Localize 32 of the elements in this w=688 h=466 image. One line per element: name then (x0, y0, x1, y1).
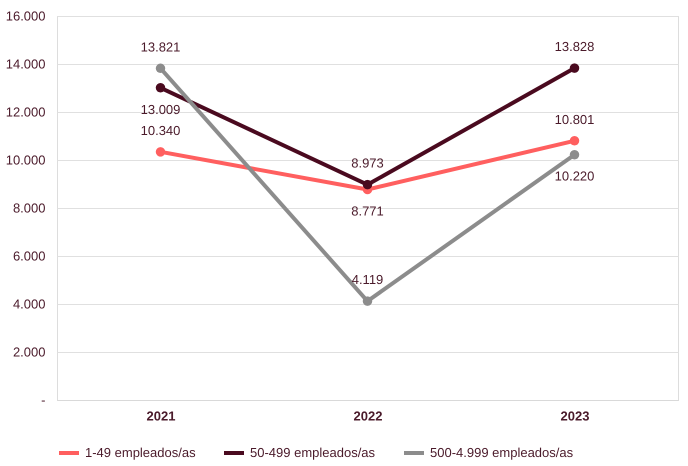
point (156, 64, 166, 74)
legend-label: 50-499 empleados/as (250, 445, 376, 460)
data-label: 10.340 (140, 122, 180, 138)
y-tick-label: 14.000 (6, 56, 46, 72)
data-label: 13.828 (554, 39, 594, 54)
y-tick-label: 6.000 (12, 248, 46, 264)
y-tick-label: 12.000 (6, 104, 46, 120)
point (362, 296, 372, 306)
data-label: 13.009 (140, 102, 180, 117)
y-tick-label: 16.000 (6, 8, 46, 24)
data-label: 8.771 (351, 203, 384, 218)
x-tick-label: 2022 (354, 408, 382, 424)
data-label: 8.973 (351, 156, 384, 171)
y-tick-label: 8.000 (12, 200, 46, 216)
data-label: 10.801 (554, 112, 594, 127)
x-tick-label: 2021 (146, 408, 176, 424)
x-tick-label: 2023 (560, 408, 590, 424)
point (570, 150, 580, 160)
legend-label: 500-4.999 empleados/as (430, 445, 574, 460)
point (156, 147, 166, 157)
legend-label: 1-49 empleados/as (85, 445, 196, 460)
point (362, 180, 372, 190)
data-label: 4.119 (352, 272, 384, 288)
data-label: 13.821 (140, 39, 180, 54)
point (570, 136, 580, 146)
y-tick-label: - (41, 392, 46, 408)
point (570, 63, 580, 73)
point (156, 83, 166, 93)
y-tick-label: 2.000 (12, 344, 46, 360)
y-tick-label: 10.000 (6, 152, 46, 168)
data-label: 10.220 (554, 168, 594, 184)
y-tick-label: 4.000 (12, 296, 46, 312)
